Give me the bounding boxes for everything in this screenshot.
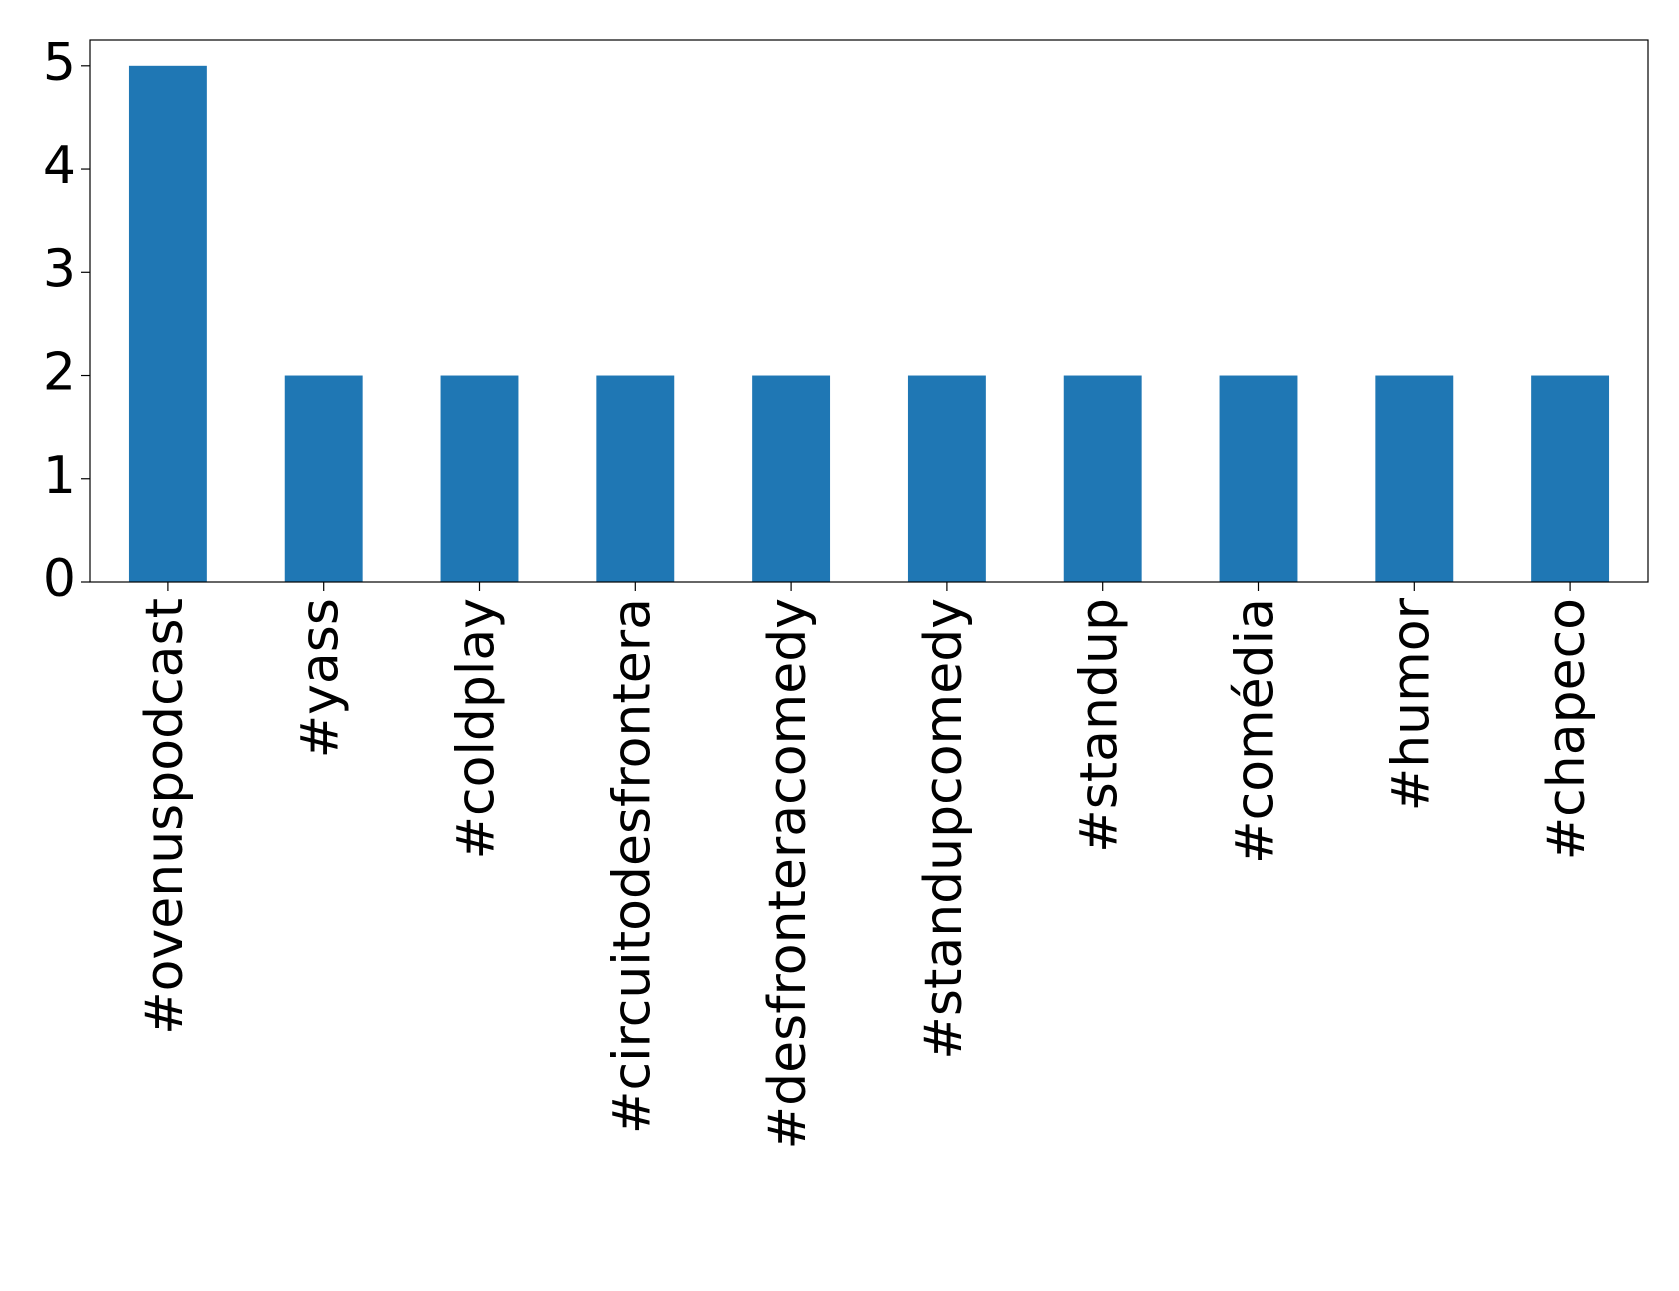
y-tick-label: 3 bbox=[43, 239, 76, 299]
y-tick-label: 2 bbox=[43, 343, 76, 403]
x-tick-label: #chapeco bbox=[1537, 598, 1597, 860]
y-tick-label: 5 bbox=[43, 33, 76, 93]
bar bbox=[1063, 375, 1142, 582]
bar bbox=[284, 375, 363, 582]
y-tick-label: 1 bbox=[43, 446, 76, 506]
bar bbox=[1219, 375, 1298, 582]
y-tick-label: 0 bbox=[43, 549, 76, 609]
y-tick-label: 4 bbox=[43, 136, 76, 196]
bar bbox=[128, 65, 207, 583]
x-tick-label: #standup bbox=[1070, 598, 1130, 853]
x-tick-label: #yass bbox=[291, 598, 351, 758]
x-tick-label: #circuitodesfrontera bbox=[602, 598, 662, 1134]
x-tick-label: #desfronteracomedy bbox=[758, 598, 818, 1149]
plot-frame bbox=[89, 39, 1649, 583]
x-tick-label: #humor bbox=[1381, 597, 1441, 811]
x-tick-label: #coldplay bbox=[447, 598, 507, 860]
bar bbox=[907, 375, 986, 582]
bar bbox=[440, 375, 519, 582]
x-tick-label: #ovenuspodcast bbox=[135, 598, 195, 1035]
bar bbox=[1531, 375, 1610, 582]
bar bbox=[1375, 375, 1454, 582]
bar bbox=[752, 375, 831, 582]
x-tick-label: #standupcomedy bbox=[914, 598, 974, 1060]
x-tick-label: #comédia bbox=[1226, 598, 1286, 864]
bar bbox=[596, 375, 675, 582]
